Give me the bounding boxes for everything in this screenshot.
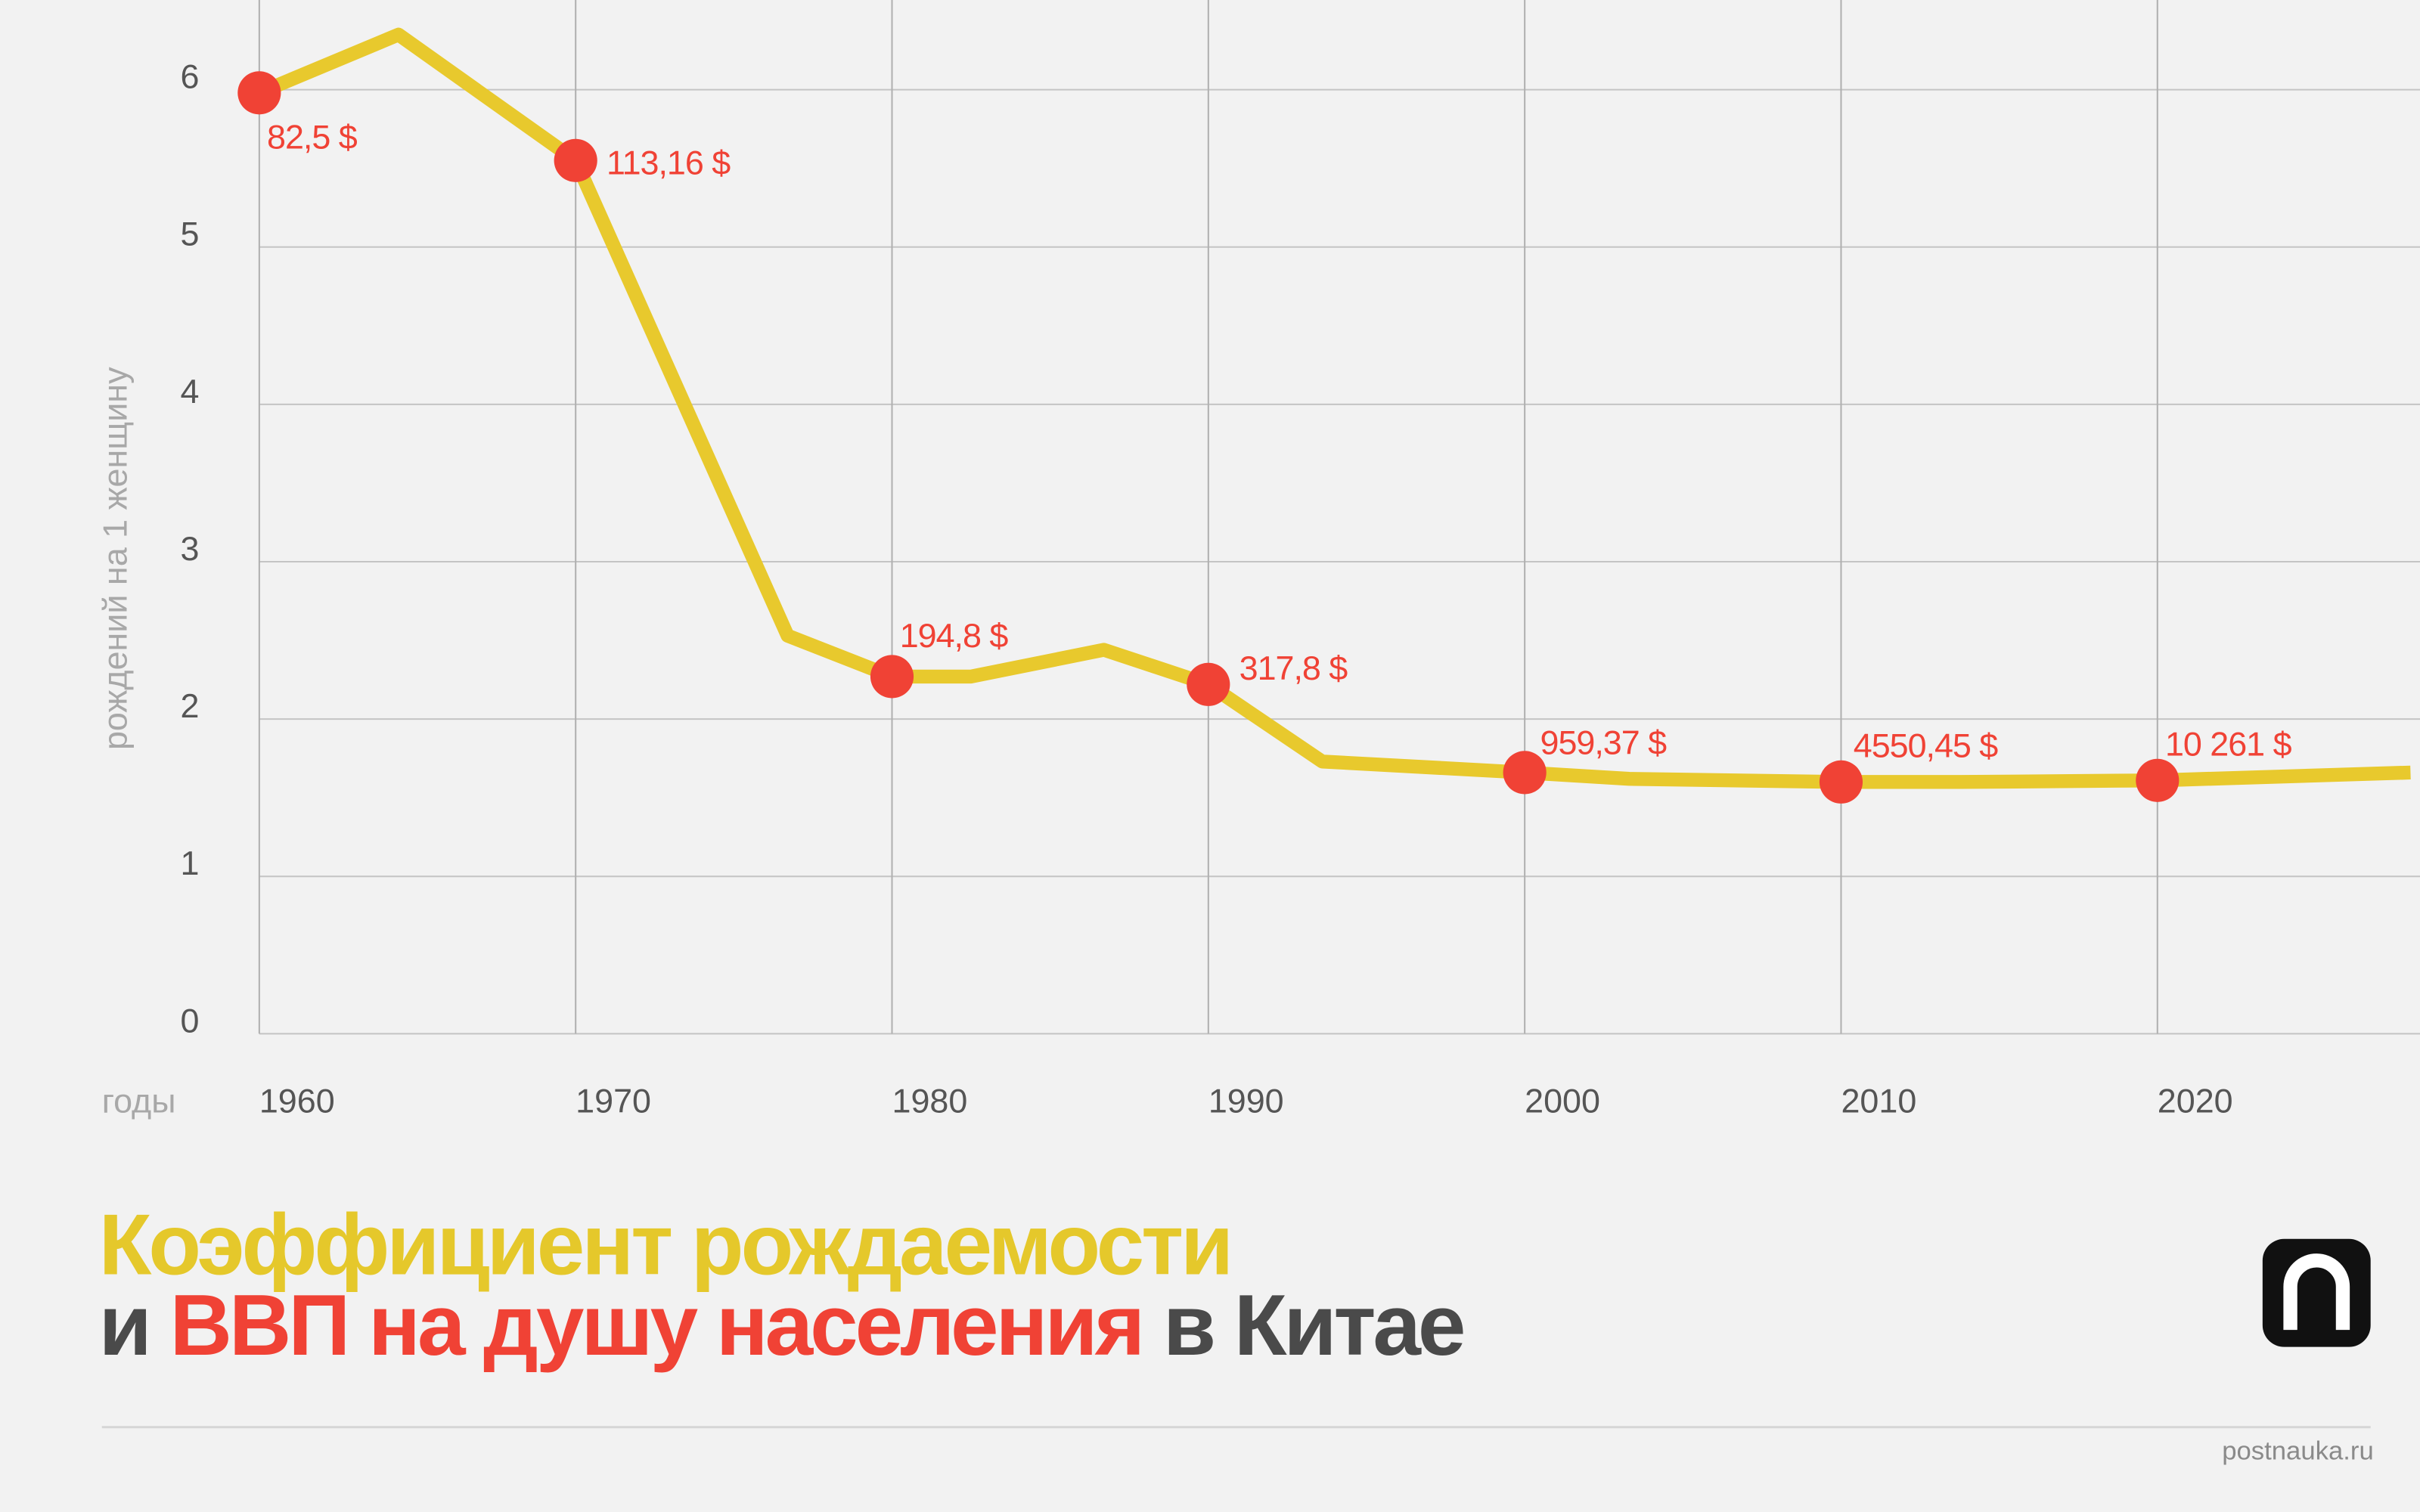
point (237, 71, 281, 115)
gdp-label: 10 261 $ (2165, 725, 2292, 764)
y-axis-label: рождений на 1 женщину (95, 367, 134, 750)
point (554, 138, 597, 182)
x-tick-label: 1980 (892, 1081, 968, 1120)
point (1187, 662, 1230, 706)
logo (2262, 1238, 2371, 1347)
y-tick-label: 1 (181, 844, 200, 882)
gdp-label: 194,8 $ (900, 616, 1009, 655)
gdp-label: 959,37 $ (1540, 723, 1668, 761)
gdp-label: 317,8 $ (1239, 649, 1348, 687)
x-tick-label: 1960 (259, 1081, 335, 1120)
x-tick-label: 2000 (1525, 1081, 1600, 1120)
y-tick-label: 5 (181, 215, 200, 253)
point (2136, 758, 2180, 802)
x-tick-label: 2010 (1841, 1081, 1916, 1120)
title-part: ВВП на душу населения (169, 1278, 1142, 1374)
title-part: в Китае (1142, 1278, 1463, 1374)
x-tick-label: 2020 (2158, 1081, 2233, 1120)
point (870, 655, 914, 699)
gdp-label: 4550,45 $ (1854, 727, 1999, 765)
point (1503, 751, 1547, 795)
y-tick-label: 6 (181, 57, 200, 96)
y-tick-label: 2 (181, 686, 200, 725)
x-tick-label: 1990 (1208, 1081, 1284, 1120)
gdp-label: 82,5 $ (267, 117, 358, 156)
y-tick-label: 3 (181, 529, 200, 568)
chart-title: Коэффициент рождаемости и ВВП на душу нас… (99, 1198, 1463, 1374)
source: postnauka.ru (2222, 1437, 2374, 1466)
title-part: Коэффициент рождаемости (99, 1198, 1231, 1294)
x-axis-label: годы (102, 1081, 176, 1120)
y-tick-label: 4 (181, 372, 200, 411)
y-tick-label: 0 (181, 1001, 200, 1040)
point (1819, 760, 1863, 804)
gdp-label: 113,16 $ (607, 144, 731, 182)
x-tick-label: 1970 (576, 1081, 651, 1120)
title-part: и (99, 1278, 170, 1374)
